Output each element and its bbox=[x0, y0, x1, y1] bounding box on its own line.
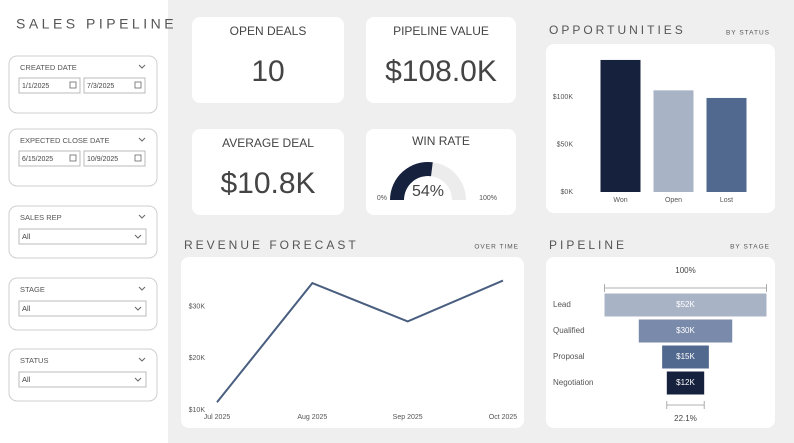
x-tick-label: Aug 2025 bbox=[297, 414, 327, 421]
pipeline-chart: 100% $52K Lead $30K Qualified $15K Proposal $12… bbox=[553, 266, 767, 423]
kpi-card bbox=[192, 129, 344, 215]
y-tick-label: $50K bbox=[557, 141, 574, 148]
date-input[interactable] bbox=[83, 77, 146, 94]
dropdown-value: All bbox=[22, 304, 31, 313]
dropdown[interactable] bbox=[18, 371, 147, 388]
funnel-category: Qualified bbox=[553, 326, 585, 335]
bar bbox=[706, 97, 747, 192]
top-annotation: 100% bbox=[675, 266, 695, 275]
kpi-label: OPEN DEALS bbox=[230, 24, 307, 38]
bottom-annotation: 22.1% bbox=[674, 414, 697, 423]
chevron bbox=[134, 306, 142, 311]
x-tick-label: Oct 2025 bbox=[489, 414, 518, 421]
kpis: OPEN DEALS 10 PIPELINE VALUE $108.0K AVERAGE… bbox=[192, 17, 516, 215]
kpi-card bbox=[366, 17, 516, 103]
dropdown-value: All bbox=[22, 375, 31, 384]
chevron bbox=[138, 286, 146, 291]
funnel-value-label: $15K bbox=[676, 352, 695, 361]
calendar-icon bbox=[134, 81, 142, 89]
bracket bbox=[604, 284, 767, 292]
pipeline-title: PIPELINE bbox=[549, 238, 627, 252]
kpi-label: PIPELINE VALUE bbox=[393, 24, 489, 38]
x-tick-label: Won bbox=[613, 197, 627, 204]
line bbox=[216, 279, 504, 403]
funnel-value-label: $12K bbox=[676, 378, 695, 387]
pipeline-subtitle: BY STAGE bbox=[730, 244, 770, 251]
chevron bbox=[138, 357, 146, 362]
opportunities-title: OPPORTUNITIES bbox=[549, 23, 686, 37]
kpi-label: AVERAGE DEAL bbox=[222, 136, 314, 150]
date-value: 6/15/2025 bbox=[22, 156, 53, 163]
bar bbox=[600, 59, 641, 193]
y-tick-label: $30K bbox=[189, 303, 206, 310]
gauge-min: 0% bbox=[377, 195, 387, 202]
date-value: 1/1/2025 bbox=[22, 83, 49, 90]
y-tick-label: $10K bbox=[189, 407, 206, 414]
filters: CREATED DATE 1/1/2025 7/3/2025 EXPECTED CLO… bbox=[8, 55, 158, 402]
gauge-max: 100% bbox=[479, 195, 497, 202]
x-tick-label: Jul 2025 bbox=[204, 414, 231, 421]
funnel-value-label: $30K bbox=[676, 326, 695, 335]
revenue-card bbox=[181, 257, 524, 428]
sidebar-title: SALES PIPELINE bbox=[16, 16, 177, 32]
date-input[interactable] bbox=[18, 150, 81, 167]
funnel-category: Negotiation bbox=[553, 378, 593, 387]
x-tick-label: Lost bbox=[720, 197, 733, 204]
filter-label: STATUS bbox=[20, 356, 48, 365]
opportunities-chart: $0K $50K $100K Won Open Lost bbox=[553, 59, 747, 204]
funnel-bar bbox=[666, 371, 705, 395]
x-tick-label: Open bbox=[665, 197, 682, 204]
filter-label: SALES REP bbox=[20, 213, 62, 222]
chevron bbox=[134, 377, 142, 382]
date-value: 7/3/2025 bbox=[87, 83, 114, 90]
filter-label: STAGE bbox=[20, 285, 45, 294]
chevron bbox=[138, 214, 146, 219]
revenue-chart: $10K $20K $30K Jul 2025 Aug 2025 Sep 2025 Oct … bbox=[189, 279, 518, 421]
kpi-value: $10.8K bbox=[220, 167, 315, 200]
win-rate-title: WIN RATE bbox=[412, 134, 470, 148]
kpi-card bbox=[192, 17, 344, 103]
y-tick-label: $100K bbox=[553, 94, 574, 101]
dropdown[interactable] bbox=[18, 300, 147, 317]
revenue-title: REVENUE FORECAST bbox=[184, 238, 359, 252]
calendar-icon bbox=[69, 154, 77, 162]
revenue-subtitle: OVER TIME bbox=[474, 244, 519, 251]
dropdown[interactable] bbox=[18, 228, 147, 245]
date-value: 10/9/2025 bbox=[87, 156, 118, 163]
bracket bbox=[666, 401, 705, 409]
funnel-bar bbox=[604, 293, 767, 317]
kpi-value: 10 bbox=[251, 55, 284, 88]
chevron bbox=[134, 234, 142, 239]
chevron bbox=[138, 137, 146, 142]
funnel-bar bbox=[662, 345, 709, 369]
chevron bbox=[138, 64, 146, 69]
date-input[interactable] bbox=[18, 77, 81, 94]
y-tick-label: $20K bbox=[189, 355, 206, 362]
dropdown-value: All bbox=[22, 232, 31, 241]
gauge-fill bbox=[390, 162, 433, 200]
y-tick-label: $0K bbox=[561, 189, 574, 196]
kpi-value: $108.0K bbox=[385, 55, 497, 88]
filter-box bbox=[8, 128, 158, 187]
opportunities-subtitle: BY STATUS bbox=[726, 30, 770, 37]
filter-label: CREATED DATE bbox=[20, 63, 77, 72]
calendar-icon bbox=[134, 154, 142, 162]
filter-box bbox=[8, 55, 158, 114]
funnel-category: Lead bbox=[553, 300, 571, 309]
funnel-bar bbox=[638, 319, 733, 343]
bar bbox=[653, 90, 694, 192]
gauge-value: 54% bbox=[412, 183, 444, 200]
date-input[interactable] bbox=[83, 150, 146, 167]
calendar-icon bbox=[69, 81, 77, 89]
filter-label: EXPECTED CLOSE DATE bbox=[20, 136, 109, 145]
gauge: 54% 0% 100% bbox=[377, 162, 497, 202]
funnel-category: Proposal bbox=[553, 352, 585, 361]
funnel-value-label: $52K bbox=[676, 300, 695, 309]
x-tick-label: Sep 2025 bbox=[393, 414, 423, 421]
